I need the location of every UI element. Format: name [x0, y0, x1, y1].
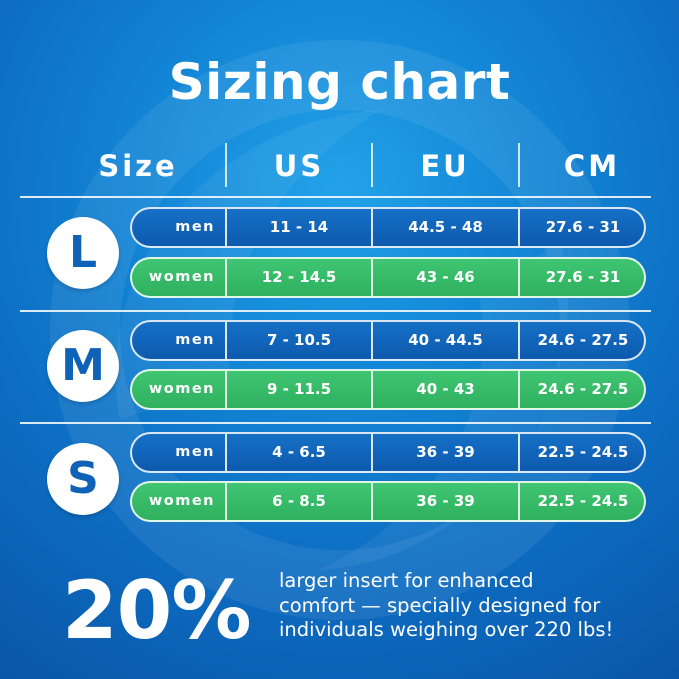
cell-eu: 40 - 43	[416, 380, 475, 398]
promo-percentage: 20%	[62, 564, 251, 657]
column-header-cm: CM	[563, 149, 621, 183]
table-row-s-women: women 6 - 8.5 36 - 39 22.5 - 24.5	[130, 481, 646, 522]
cell-cm: 27.6 - 31	[545, 218, 621, 236]
size-badge-l: L	[47, 217, 119, 289]
column-header-size: Size	[98, 149, 178, 183]
cell-divider	[518, 483, 520, 520]
cell-us: 7 - 10.5	[266, 331, 332, 349]
cell-eu: 36 - 39	[416, 492, 475, 510]
column-header-us: US	[273, 149, 325, 183]
cell-cm: 27.6 - 31	[545, 268, 621, 286]
column-header-eu: EU	[420, 149, 470, 183]
cell-gender: women	[148, 493, 215, 509]
cell-gender: men	[175, 444, 215, 460]
promo-line: individuals weighing over 220 lbs!	[279, 618, 614, 641]
cell-eu: 40 - 44.5	[408, 331, 483, 349]
cell-divider	[225, 371, 227, 408]
cell-us: 9 - 11.5	[266, 380, 332, 398]
column-divider	[371, 143, 373, 187]
promo-description: larger insert for enhanced comfort — spe…	[279, 569, 659, 643]
promo-line: comfort — specially designed for	[279, 593, 601, 617]
cell-divider	[371, 209, 373, 246]
cell-eu: 43 - 46	[416, 268, 475, 286]
column-divider	[518, 143, 520, 187]
table-row-l-men: men 11 - 14 44.5 - 48 27.6 - 31	[130, 207, 646, 248]
cell-us: 4 - 6.5	[272, 443, 326, 461]
cell-gender: women	[148, 269, 215, 285]
cell-divider	[225, 259, 227, 296]
cell-us: 12 - 14.5	[261, 268, 337, 286]
cell-cm: 24.6 - 27.5	[537, 380, 629, 398]
cell-eu: 36 - 39	[416, 443, 475, 461]
cell-divider	[225, 209, 227, 246]
cell-divider	[518, 434, 520, 471]
cell-divider	[225, 483, 227, 520]
group-separator	[20, 422, 651, 424]
cell-divider	[518, 209, 520, 246]
column-divider	[225, 143, 227, 187]
table-row-m-women: women 9 - 11.5 40 - 43 24.6 - 27.5	[130, 369, 646, 410]
table-row-l-women: women 12 - 14.5 43 - 46 27.6 - 31	[130, 257, 646, 298]
size-badge-s: S	[47, 443, 119, 515]
cell-us: 11 - 14	[269, 218, 329, 236]
cell-divider	[371, 371, 373, 408]
cell-gender: men	[175, 332, 215, 348]
cell-us: 6 - 8.5	[272, 492, 326, 510]
cell-divider	[371, 322, 373, 359]
group-separator	[20, 310, 651, 312]
cell-eu: 44.5 - 48	[408, 218, 483, 236]
cell-cm: 22.5 - 24.5	[537, 443, 629, 461]
cell-cm: 24.6 - 27.5	[537, 331, 629, 349]
promo-line: larger insert for enhanced	[279, 569, 534, 592]
page-title: Sizing chart	[168, 53, 511, 111]
cell-divider	[518, 259, 520, 296]
cell-gender: women	[148, 381, 215, 397]
cell-divider	[225, 434, 227, 471]
cell-cm: 22.5 - 24.5	[537, 492, 629, 510]
size-badge-m: M	[47, 330, 119, 402]
cell-divider	[371, 259, 373, 296]
cell-divider	[518, 322, 520, 359]
cell-divider	[225, 322, 227, 359]
table-row-m-men: men 7 - 10.5 40 - 44.5 24.6 - 27.5	[130, 320, 646, 361]
cell-divider	[371, 434, 373, 471]
cell-gender: men	[175, 219, 215, 235]
cell-divider	[518, 371, 520, 408]
table-row-s-men: men 4 - 6.5 36 - 39 22.5 - 24.5	[130, 432, 646, 473]
cell-divider	[371, 483, 373, 520]
group-separator	[20, 196, 651, 198]
